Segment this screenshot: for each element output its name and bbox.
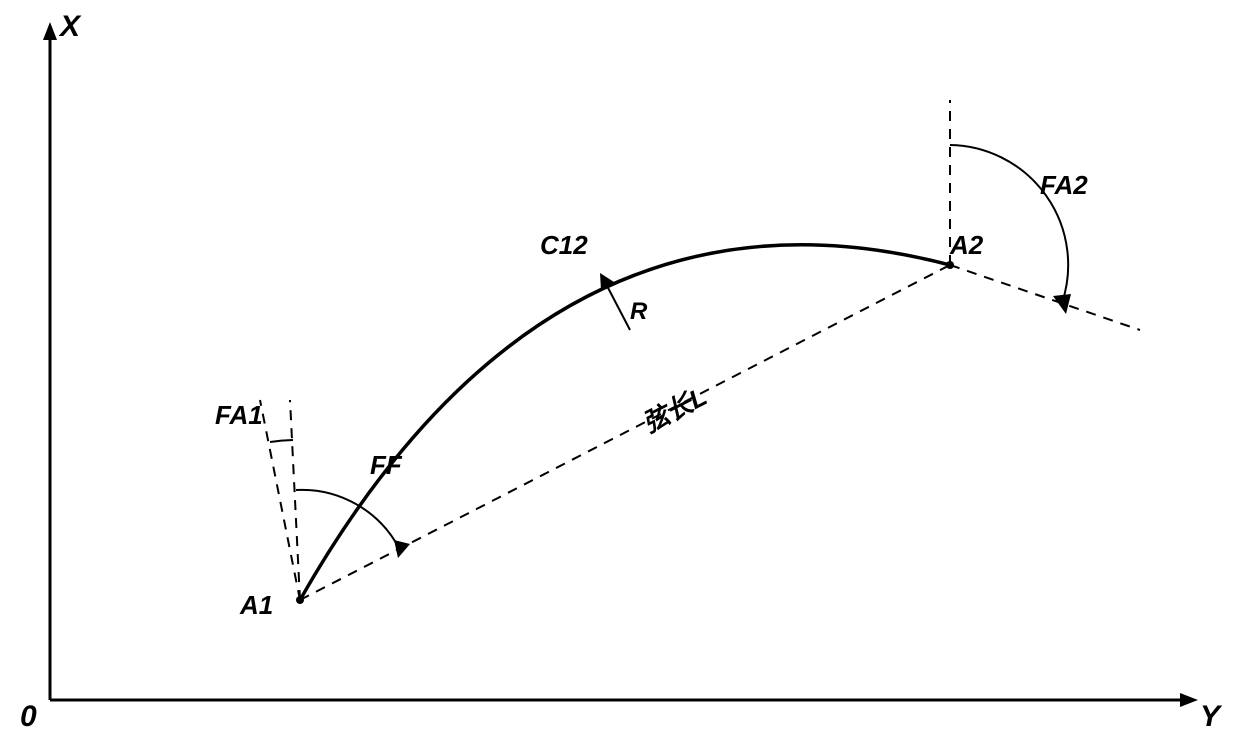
ff-arc-head <box>394 540 410 558</box>
point-a2 <box>946 261 954 269</box>
y-axis-label: Y <box>1200 700 1220 734</box>
r-label: R <box>630 298 647 326</box>
point-a1 <box>296 596 304 604</box>
tangent-a2 <box>950 265 1140 330</box>
a2-label: A2 <box>950 230 983 261</box>
y-axis-arrow <box>1180 693 1198 707</box>
x-axis-arrow <box>43 22 57 40</box>
fa2-arc-head <box>1053 294 1071 314</box>
fa1-label: FA1 <box>215 400 263 431</box>
fa2-arc <box>950 145 1068 303</box>
a1-label: A1 <box>240 590 273 621</box>
c12-label: C12 <box>540 230 588 261</box>
ref-a1 <box>290 400 300 600</box>
fa2-label: FA2 <box>1040 170 1088 201</box>
ff-label: FF <box>370 450 402 481</box>
r-arrow-line <box>605 282 630 330</box>
origin-label: 0 <box>20 700 37 734</box>
fa1-arc <box>270 440 293 442</box>
geometric-diagram <box>0 0 1240 736</box>
tangent-a1 <box>260 400 300 600</box>
x-axis-label: X <box>60 10 80 44</box>
